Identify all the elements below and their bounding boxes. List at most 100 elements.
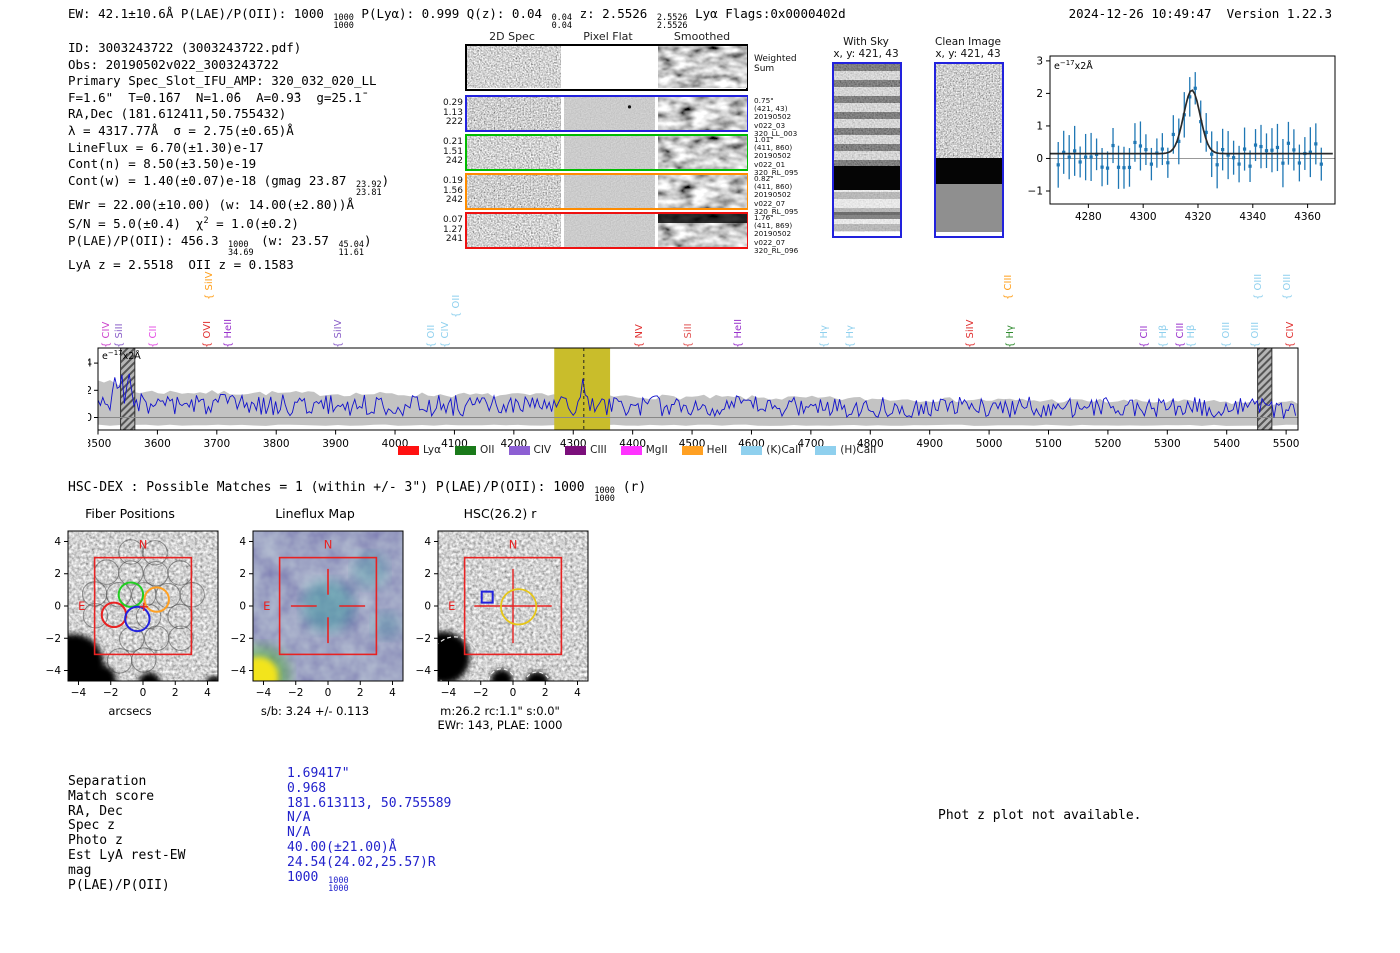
stacked-fraction: 1000 1000 — [328, 875, 349, 894]
match-row-label: Spec z — [68, 818, 115, 834]
svg-text:2: 2 — [54, 568, 61, 580]
spec2d-row: 0.19 1.56 242 0.82" (411, 860) 20190502 v022_0… — [443, 173, 798, 216]
svg-text:N: N — [509, 538, 518, 552]
svg-text:4900: 4900 — [916, 438, 943, 450]
svg-text:5400: 5400 — [1213, 438, 1240, 450]
svg-text:−2: −2 — [46, 633, 61, 645]
stacked-fraction: 0.04 0.04 — [551, 13, 573, 31]
svg-text:2: 2 — [542, 687, 549, 699]
spec2d-cell — [467, 136, 561, 173]
emission-line-label: { SiIV — [204, 271, 216, 300]
match-row-label: Photo z — [68, 833, 123, 849]
svg-text:E: E — [78, 599, 85, 613]
legend-swatch — [741, 445, 763, 455]
legend-item: (H)CaII — [815, 444, 876, 456]
svg-text:4360: 4360 — [1294, 211, 1321, 223]
svg-text:3700: 3700 — [203, 438, 230, 450]
legend-swatch — [455, 445, 477, 455]
svg-text:4: 4 — [424, 536, 431, 548]
spec2d-col-title: 2D Spec — [489, 30, 535, 43]
info-line: Primary Spec_Slot_IFU_AMP: 320_032_020_L… — [68, 73, 377, 89]
spec2d-cell — [564, 46, 655, 92]
svg-text:3800: 3800 — [263, 438, 290, 450]
match-table-values: 1.69417" 0.968 181.613113, 50.755589 N/A N/A… — [287, 766, 451, 894]
line-fit-plot: 4280 4300 4320 4340 4360 −1 0 1 2 3 e−17x2Å — [1028, 55, 1336, 223]
info-line: LineFlux = 6.70(±1.30)e-17 — [68, 139, 264, 155]
header-datetime: 2024-12-26 10:49:47 Version 1.22.3 — [1069, 6, 1332, 21]
spec2d-row: 0.07 1.27 241 1.76" (411, 869) 20190502 v022_0… — [443, 212, 798, 255]
svg-text:N: N — [324, 538, 333, 552]
spec2d-row-left-labels: 0.29 1.13 222 — [442, 98, 463, 128]
svg-text:2: 2 — [239, 568, 246, 580]
full-spectrum-plot: 3500360037003800390040004100420043004400… — [88, 347, 1299, 450]
stacked-fraction: 1000 34.69 — [228, 240, 254, 259]
detection-info-block: ID: 3003243722 (3003243722.pdf) Obs: 2019… — [68, 40, 389, 274]
match-row-value: 0.968 — [287, 780, 327, 796]
spec2d-row-right-labels: Weighted Sum — [754, 54, 797, 74]
legend-label: Lyα — [423, 444, 442, 456]
match-row-value: 1000 1000 1000 — [287, 869, 349, 894]
match-table-labels: Separation Match score RA, Dec Spec z Photo … — [68, 774, 185, 893]
svg-text:3600: 3600 — [144, 438, 171, 450]
header-summary: EW: 42.1±10.6Å P(LAE)/P(OII): 1000 1000 1… — [68, 6, 846, 31]
info-line: Obs: 20190502v022_3003243722 — [68, 56, 279, 72]
spec2d-row-right-labels: 1.01" (411, 860) 20190502 v022_01 320_RL_095 — [754, 135, 799, 177]
info-line: Cont(n) = 8.50(±3.50)e-19 — [68, 156, 257, 172]
emission-line-label: { OIII — [1253, 273, 1265, 300]
spec2d-row-right-labels: 0.82" (411, 860) 20190502 v022_07 320_RL_095 — [754, 174, 799, 216]
svg-text:0: 0 — [1036, 153, 1043, 165]
match-row-value: 1.69417" — [287, 766, 350, 781]
spectrum-legend: Lyα OII CIV CIII MgII HeII (K)CaII (H)CaII — [398, 444, 876, 456]
svg-text:−4: −4 — [46, 665, 62, 677]
svg-text:2: 2 — [424, 568, 431, 580]
spec2d-row-right-labels: 0.75" (421, 43) 20190502 v022_03 320_LL_003 — [754, 96, 798, 138]
svg-text:−4: −4 — [71, 687, 87, 699]
info-line: RA,Dec (181.612411,50.755432) — [68, 106, 287, 122]
legend-label: (K)CaII — [766, 444, 802, 456]
legend-item: OII — [455, 444, 495, 456]
svg-text:3: 3 — [1036, 55, 1043, 67]
legend-swatch — [620, 445, 642, 455]
svg-text:4800: 4800 — [857, 438, 884, 450]
legend-item: Lyα — [398, 444, 441, 456]
spec2d-panel: 2D Spec Pixel Flat Smoothed Weighted Sum 0… — [443, 30, 798, 255]
match-row-label: Separation — [68, 774, 147, 789]
svg-text:−2: −2 — [416, 633, 431, 645]
spec2d-row: 0.29 1.13 222 0.75" (421, 43) 20190502 v022_03… — [443, 95, 797, 138]
lineflux-map-cutout: Lineflux Map −4 −4 −2 −2 0 0 2 2 4 4 N E s/b: 3.24 … — [220, 506, 410, 718]
svg-text:2: 2 — [172, 687, 179, 699]
clean-image-title: Clean Image x, y: 421, 43 — [934, 36, 1002, 60]
cutout-xlabel: m:26.2 rc:1.1" s:0.0" — [440, 704, 560, 718]
svg-text:1: 1 — [1036, 120, 1043, 132]
match-row-value: 24.54(24.02,25.57)R — [287, 854, 436, 870]
legend-label: (H)CaII — [840, 444, 877, 456]
cutout-title: HSC(26.2) r — [463, 506, 537, 521]
svg-text:3500: 3500 — [88, 438, 111, 450]
legend-swatch — [508, 445, 530, 455]
svg-text:−4: −4 — [441, 687, 457, 699]
with-sky-image — [832, 62, 902, 238]
spec2d-cell — [467, 46, 561, 92]
svg-text:4320: 4320 — [1185, 211, 1212, 223]
spec2d-cell — [564, 214, 655, 251]
hsc-r-cutout: HSC(26.2) r −4 −4 −2 −2 0 0 2 2 4 4 N E m:26.2 rc:1… — [405, 506, 595, 732]
with-sky-title: With Sky x, y: 421, 43 — [833, 36, 899, 60]
svg-text:0: 0 — [140, 687, 147, 699]
svg-text:3900: 3900 — [322, 438, 349, 450]
hsc-r-image: −4 −4 −2 −2 0 0 2 2 4 4 N E — [416, 530, 589, 699]
spec2d-row-left-labels: 0.21 1.51 242 — [442, 137, 463, 167]
svg-text:−1: −1 — [1028, 185, 1043, 197]
legend-label: HeII — [706, 444, 728, 456]
spec2d-col-title: Smoothed — [673, 30, 731, 43]
svg-text:0: 0 — [239, 600, 246, 612]
cutout-xlabel2: EWr: 143, PLAE: 1000 — [437, 718, 563, 732]
svg-text:−4: −4 — [231, 665, 247, 677]
spec2d-cell — [658, 97, 747, 134]
with-sky-cutout — [834, 64, 900, 232]
hsc-match-summary: HSC-DEX : Possible Matches = 1 (within +… — [68, 480, 647, 504]
info-line: ID: 3003243722 (3003243722.pdf) — [68, 40, 302, 55]
svg-text:−2: −2 — [288, 687, 303, 699]
svg-text:0: 0 — [54, 600, 61, 612]
legend-label: CIV — [533, 444, 552, 456]
